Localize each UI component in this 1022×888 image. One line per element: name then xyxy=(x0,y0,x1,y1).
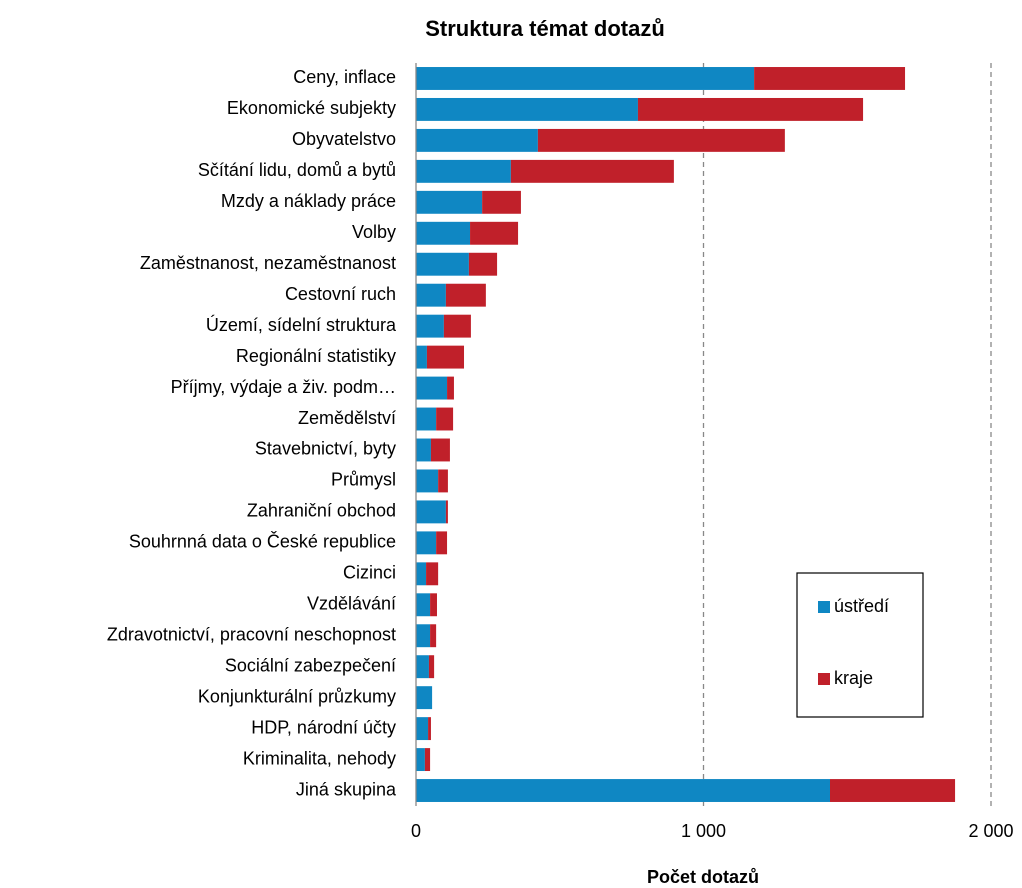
y-tick-label: Konjunkturální průzkumy xyxy=(198,686,396,706)
bar-segment xyxy=(537,128,785,152)
y-tick-label: Sčítání lidu, domů a bytů xyxy=(198,160,396,180)
bar-segment xyxy=(416,221,471,245)
x-axis-label: Počet dotazů xyxy=(647,867,759,887)
bar-segment xyxy=(416,283,446,307)
bar-segment xyxy=(436,531,448,555)
bar-segment xyxy=(430,438,450,462)
bar-segment xyxy=(482,190,521,214)
bar-segment xyxy=(416,779,830,802)
bar-segment xyxy=(438,469,448,493)
bar-segment xyxy=(416,624,431,648)
bar-segment xyxy=(416,159,511,183)
bar-segment xyxy=(426,345,465,369)
bar-segment xyxy=(416,469,439,493)
x-tick-label: 1 000 xyxy=(681,821,726,841)
legend-swatch xyxy=(818,673,830,685)
y-tick-label: Mzdy a náklady práce xyxy=(221,191,396,211)
bar-segment xyxy=(470,221,519,245)
y-tick-label: Obyvatelstvo xyxy=(292,129,396,149)
bar-segment xyxy=(447,376,454,400)
legend-label: ústředí xyxy=(834,596,889,616)
bar-segment xyxy=(416,67,755,90)
bar-segment xyxy=(510,159,674,183)
y-tick-label: Kriminalita, nehody xyxy=(243,748,396,768)
bar-segment xyxy=(416,593,431,617)
bar-segment xyxy=(445,283,486,307)
bar-segment xyxy=(830,779,956,802)
y-tick-label: Průmysl xyxy=(331,470,396,490)
y-tick-label: Souhrnná data o České republice xyxy=(129,531,396,552)
y-tick-label: Vzdělávání xyxy=(307,594,396,614)
bar-segment xyxy=(428,717,431,741)
bar-segment xyxy=(468,252,498,276)
y-tick-label: Zahraniční obchod xyxy=(247,501,396,521)
x-tick-label: 2 000 xyxy=(968,821,1013,841)
y-tick-label: Jiná skupina xyxy=(296,779,397,799)
bar-segment xyxy=(416,655,429,679)
bar-segment xyxy=(436,407,454,431)
x-tick-label: 0 xyxy=(411,821,421,841)
bar-segment xyxy=(443,314,471,338)
y-tick-label: Zdravotnictví, pracovní neschopnost xyxy=(107,624,396,644)
bar-segment xyxy=(430,593,437,617)
y-tick-label: Zemědělství xyxy=(298,408,396,428)
bar-segment xyxy=(416,407,437,431)
bar-segment xyxy=(416,686,433,710)
bar-segment xyxy=(416,562,427,586)
y-tick-label: Regionální statistiky xyxy=(236,346,396,366)
y-tick-label: HDP, národní účty xyxy=(251,717,396,737)
bar-segment xyxy=(426,562,439,586)
chart-title: Struktura témat dotazů xyxy=(425,16,665,41)
bar-segment xyxy=(416,97,638,121)
y-tick-label: Sociální zabezpečení xyxy=(225,655,396,675)
bar-segment xyxy=(416,376,448,400)
bar-segment xyxy=(637,97,864,121)
y-tick-label: Zaměstnanost, nezaměstnanost xyxy=(140,253,396,273)
bar-segment xyxy=(416,314,444,338)
bar-segment xyxy=(416,748,425,772)
bar-segment xyxy=(416,531,437,555)
legend-swatch xyxy=(818,601,830,613)
y-tick-label: Příjmy, výdaje a živ. podm… xyxy=(171,377,396,397)
bar-segment xyxy=(416,500,446,524)
bar-segment xyxy=(754,67,906,90)
bar-segment xyxy=(416,438,431,462)
y-tick-label: Ceny, inflace xyxy=(293,67,396,87)
bar-segment xyxy=(424,748,431,772)
bar-segment xyxy=(416,345,427,369)
legend-box xyxy=(796,572,924,718)
y-tick-label: Území, sídelní struktura xyxy=(206,314,397,335)
y-tick-label: Cizinci xyxy=(343,563,396,583)
bar-segment xyxy=(416,252,469,276)
y-tick-label: Stavebnictví, byty xyxy=(255,439,396,459)
bar-segment xyxy=(416,717,429,741)
y-tick-label: Cestovní ruch xyxy=(285,284,396,304)
bar-segment xyxy=(416,190,483,214)
y-tick-label: Ekonomické subjekty xyxy=(227,98,396,118)
bar-segment xyxy=(416,128,538,152)
bar-segment xyxy=(428,655,435,679)
legend-label: kraje xyxy=(834,668,873,688)
bar-segment xyxy=(430,624,437,648)
bar-segment xyxy=(445,500,448,524)
y-tick-label: Volby xyxy=(352,222,396,242)
